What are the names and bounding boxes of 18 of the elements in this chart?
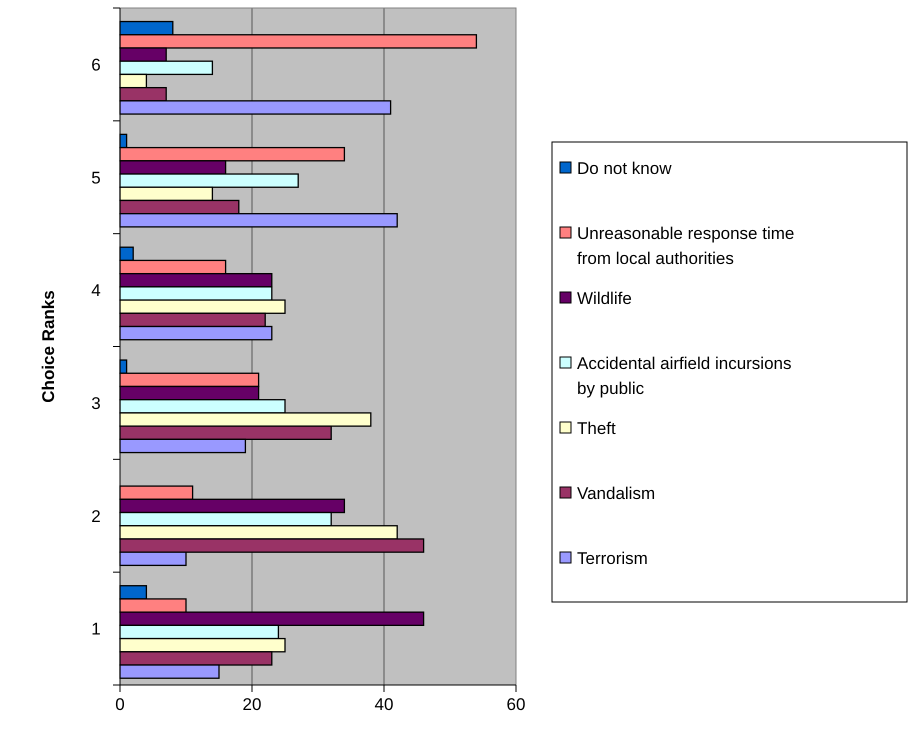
legend-label: Unreasonable response time from local authorities <box>577 224 794 268</box>
y-tick-label: 2 <box>91 506 101 526</box>
legend-label: Theft <box>577 419 616 438</box>
x-tick-label: 40 <box>374 695 394 714</box>
legend-label: Terrorism <box>577 549 648 568</box>
y-axis-title: Choice Ranks <box>39 290 58 403</box>
legend-label: Do not know <box>577 159 672 178</box>
y-tick-label: 3 <box>91 394 101 413</box>
y-tick-label: 6 <box>91 55 101 74</box>
x-tick-label: 0 <box>115 695 125 714</box>
legend-label: Wildlife <box>577 289 632 308</box>
y-tick-label: 4 <box>91 281 101 300</box>
legend-label: Vandalism <box>577 484 656 503</box>
x-tick-label: 60 <box>506 695 526 714</box>
x-tick-label: 20 <box>242 695 262 714</box>
legend-label: Accidental airfield incursions by public <box>577 354 792 398</box>
y-tick-label: 1 <box>91 620 101 639</box>
y-tick-label: 5 <box>91 168 101 188</box>
